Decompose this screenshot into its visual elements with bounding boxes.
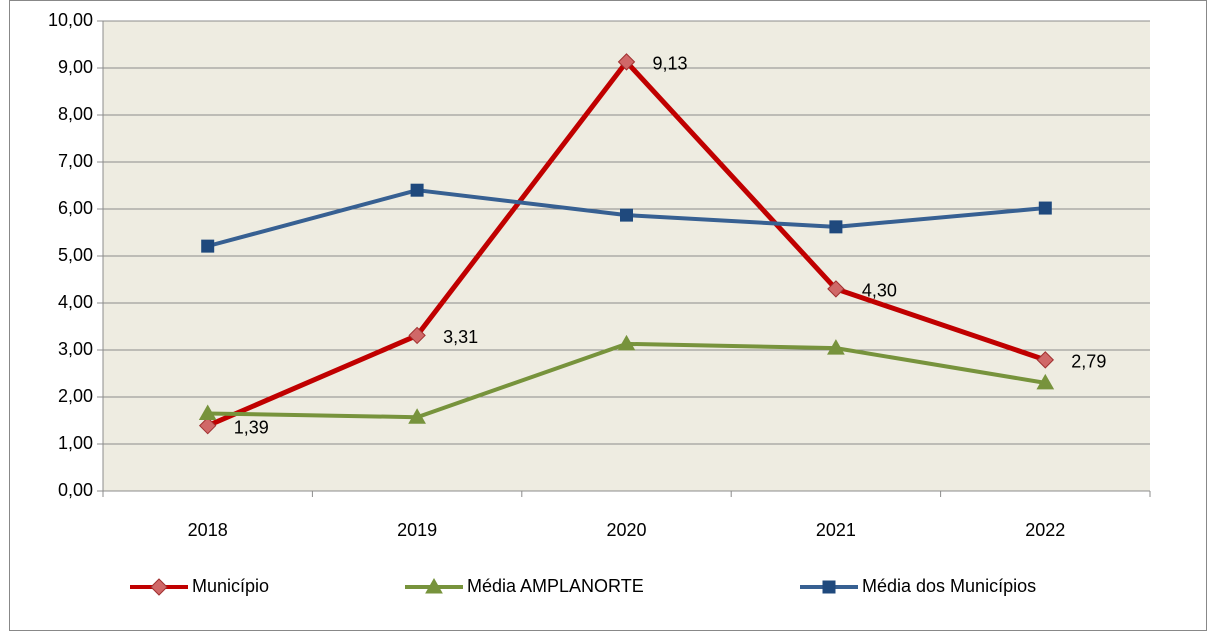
legend-label: Média AMPLANORTE: [467, 576, 644, 596]
data-label: 4,30: [862, 281, 897, 301]
y-tick-label: 2,00: [58, 386, 93, 406]
x-tick-label: 2021: [816, 520, 856, 540]
marker: [410, 183, 424, 197]
marker: [201, 239, 215, 253]
y-tick-label: 7,00: [58, 151, 93, 171]
legend-marker: [822, 580, 836, 594]
y-tick-label: 6,00: [58, 198, 93, 218]
data-label: 2,79: [1071, 352, 1106, 372]
marker: [198, 416, 217, 435]
y-tick-label: 10,00: [48, 10, 93, 30]
data-label: 1,39: [234, 417, 269, 437]
marker: [408, 326, 426, 345]
marker: [198, 404, 217, 420]
legend-marker: [425, 577, 443, 594]
marker: [617, 53, 636, 71]
marker: [617, 334, 636, 351]
data-label: 3,31: [443, 327, 478, 347]
y-tick-label: 3,00: [58, 339, 93, 359]
data-label: 9,13: [653, 54, 688, 74]
marker: [829, 220, 843, 234]
x-tick-label: 2019: [397, 520, 437, 540]
y-tick-label: 8,00: [58, 104, 93, 124]
legend-label: Município: [192, 576, 269, 596]
legend-marker: [150, 578, 168, 596]
marker: [1036, 373, 1055, 390]
marker: [827, 280, 845, 298]
y-tick-label: 4,00: [58, 292, 93, 312]
y-tick-label: 1,00: [58, 433, 93, 453]
marker: [1038, 201, 1052, 215]
marker: [1036, 351, 1055, 369]
x-tick-label: 2022: [1025, 520, 1065, 540]
marker: [620, 208, 633, 222]
marker: [827, 339, 845, 355]
y-tick-label: 5,00: [58, 245, 93, 265]
marker: [408, 408, 426, 424]
x-tick-label: 2020: [606, 520, 646, 540]
y-tick-label: 0,00: [58, 480, 93, 500]
x-tick-label: 2018: [188, 520, 228, 540]
y-tick-label: 9,00: [58, 57, 93, 77]
legend-label: Média dos Municípios: [862, 576, 1036, 596]
